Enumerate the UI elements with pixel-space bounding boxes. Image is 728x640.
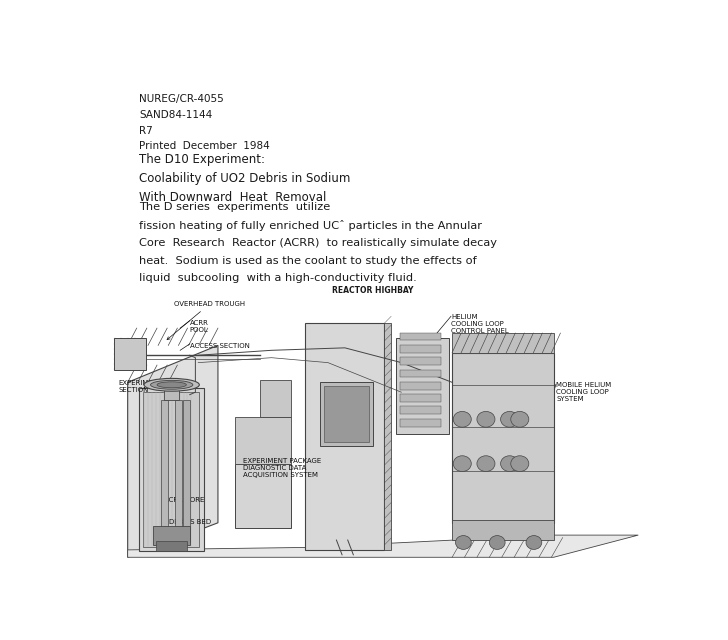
Text: R7: R7 — [139, 125, 153, 136]
Bar — [261, 380, 291, 417]
Text: heat.  Sodium is used as the coolant to study the effects of: heat. Sodium is used as the coolant to s… — [139, 256, 477, 266]
Bar — [153, 526, 190, 545]
Circle shape — [489, 536, 505, 549]
Bar — [183, 399, 190, 543]
Bar — [139, 388, 204, 551]
Circle shape — [454, 456, 471, 472]
Text: ACRR CORE: ACRR CORE — [165, 497, 205, 502]
Text: NUREG/CR-4055: NUREG/CR-4055 — [139, 94, 223, 104]
Text: MOBILE HELIUM
COOLING LOOP
SYSTEM: MOBILE HELIUM COOLING LOOP SYSTEM — [556, 382, 612, 403]
Text: EXPERIMENT PACKAGE
DIAGNOSTIC DATA
ACQUISITION SYSTEM: EXPERIMENT PACKAGE DIAGNOSTIC DATA ACQUI… — [243, 458, 322, 477]
Text: ACCESS SECTION: ACCESS SECTION — [190, 343, 250, 349]
Text: The D10 Experiment:: The D10 Experiment: — [139, 153, 265, 166]
Circle shape — [501, 412, 518, 427]
Text: DEBRIS BED: DEBRIS BED — [169, 519, 211, 525]
Bar — [384, 323, 391, 550]
Bar — [324, 387, 368, 442]
Bar — [400, 357, 441, 365]
Bar — [156, 541, 187, 551]
Bar — [400, 419, 441, 427]
Bar — [143, 392, 199, 547]
Text: SAND84-1144: SAND84-1144 — [139, 110, 212, 120]
Polygon shape — [127, 346, 218, 557]
Bar — [400, 345, 441, 353]
Circle shape — [501, 456, 518, 472]
Text: Core  Research  Reactor (ACRR)  to realistically simulate decay: Core Research Reactor (ACRR) to realisti… — [139, 238, 497, 248]
Bar — [400, 382, 441, 390]
Text: Printed  December  1984: Printed December 1984 — [139, 141, 269, 151]
Ellipse shape — [144, 378, 199, 391]
Bar — [400, 394, 441, 402]
Text: EXPERIMENT
SECTION: EXPERIMENT SECTION — [118, 380, 162, 393]
Bar — [320, 382, 373, 447]
Polygon shape — [127, 535, 638, 557]
Text: fission heating of fully enriched UCˆ particles in the Annular: fission heating of fully enriched UCˆ pa… — [139, 220, 482, 231]
Bar — [165, 385, 179, 399]
Bar — [452, 333, 554, 353]
Text: REACTOR HIGHBAY: REACTOR HIGHBAY — [333, 286, 414, 295]
Polygon shape — [306, 323, 384, 550]
Ellipse shape — [151, 380, 193, 389]
Text: ACRR
POOL: ACRR POOL — [190, 320, 209, 333]
Bar — [400, 369, 441, 378]
Bar — [175, 399, 183, 543]
Text: HELIUM
COOLING LOOP
CONTROL PANEL: HELIUM COOLING LOOP CONTROL PANEL — [451, 314, 509, 334]
Bar — [452, 353, 554, 523]
Bar — [400, 333, 441, 340]
Bar — [114, 338, 146, 370]
Bar — [452, 520, 554, 540]
Circle shape — [511, 456, 529, 472]
Text: With Downward  Heat  Removal: With Downward Heat Removal — [139, 191, 326, 204]
Circle shape — [454, 412, 471, 427]
Bar — [161, 399, 168, 543]
Circle shape — [526, 536, 542, 549]
Bar — [396, 338, 449, 434]
Circle shape — [477, 456, 495, 472]
Text: liquid  subcooling  with a high-conductivity fluid.: liquid subcooling with a high-conductivi… — [139, 273, 416, 284]
Bar — [235, 463, 291, 528]
Ellipse shape — [157, 382, 186, 388]
Circle shape — [477, 412, 495, 427]
Circle shape — [511, 412, 529, 427]
Circle shape — [456, 536, 471, 549]
Bar — [235, 417, 291, 463]
Bar — [400, 406, 441, 414]
Text: OVERHEAD TROUGH: OVERHEAD TROUGH — [167, 301, 245, 340]
Text: The D series  experiments  utilize: The D series experiments utilize — [139, 202, 331, 212]
Text: Coolability of UO2 Debris in Sodium: Coolability of UO2 Debris in Sodium — [139, 172, 350, 185]
